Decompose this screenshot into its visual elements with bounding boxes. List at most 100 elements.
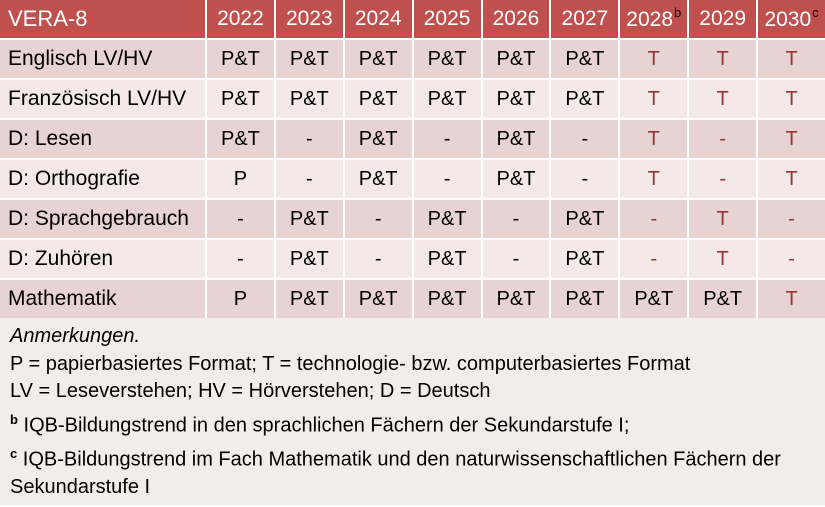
data-cell: P&T (275, 280, 343, 318)
year-header-cell: 2030c (758, 0, 825, 38)
note-line: b IQB-Bildungstrend in den sprachlichen … (10, 411, 630, 437)
header-label: 2023 (285, 7, 333, 30)
data-cell: P&T (551, 80, 619, 118)
data-cell: - (344, 240, 412, 278)
header-label: 2025 (423, 7, 471, 30)
year-header-cell: 2028b (620, 0, 688, 38)
data-cell: P&T (344, 280, 412, 318)
data-cell: - (551, 120, 619, 158)
data-cell: P&T (482, 160, 550, 198)
data-cell: P&T (551, 200, 619, 238)
data-cell: P&T (344, 120, 412, 158)
data-cell: P&T (275, 40, 343, 78)
footnote-marker: c (10, 445, 18, 461)
data-cell: - (482, 200, 550, 238)
data-cell: P&T (413, 240, 481, 278)
data-cell: T (620, 160, 688, 198)
data-cell: - (275, 160, 343, 198)
data-cell: P&T (482, 40, 550, 78)
data-cell: - (275, 120, 343, 158)
data-cell: P&T (413, 280, 481, 318)
header-label: 2030c (764, 4, 819, 31)
data-cell: - (413, 120, 481, 158)
data-cell: T (689, 200, 757, 238)
data-cell: T (758, 160, 825, 198)
data-cell: P (207, 280, 274, 318)
data-cell: - (689, 120, 757, 158)
data-cell: T (758, 120, 825, 158)
data-cell: P&T (344, 40, 412, 78)
data-cell: - (344, 200, 412, 238)
footnote-marker: c (812, 4, 819, 20)
data-cell: - (207, 240, 274, 278)
data-cell: T (620, 40, 688, 78)
row-label-cell: D: Zuhören (0, 240, 205, 278)
header-label: 2026 (492, 7, 540, 30)
data-cell: P (207, 160, 274, 198)
data-cell: P&T (344, 80, 412, 118)
vera8-schedule-table: VERA-8 2022 2023 2024 2025 2026 2027 2028b 2029 2… (0, 0, 825, 318)
data-cell: P&T (482, 120, 550, 158)
notes-title: Anmerkungen. (10, 325, 141, 347)
year-header-cell: 2024 (344, 0, 412, 38)
data-cell: T (620, 120, 688, 158)
notes-section: Anmerkungen. P = papierbasiertes Format;… (0, 318, 825, 505)
data-cell: P&T (482, 280, 550, 318)
row-label-cell: Englisch LV/HV (0, 40, 205, 78)
data-cell: P&T (413, 80, 481, 118)
data-cell: - (413, 160, 481, 198)
note-line: c IQB-Bildungstrend im Fach Mathematik u… (10, 445, 781, 498)
data-cell: P&T (413, 40, 481, 78)
data-cell: P&T (275, 80, 343, 118)
header-label: 2024 (354, 7, 402, 30)
data-cell: P&T (275, 200, 343, 238)
note-line: P = papierbasiertes Format; T = technolo… (10, 352, 691, 375)
data-cell: P&T (689, 280, 757, 318)
year-header-cell: 2023 (275, 0, 343, 38)
year-header-cell: 2026 (482, 0, 550, 38)
row-label-cell: D: Sprachgebrauch (0, 200, 205, 238)
data-cell: - (551, 160, 619, 198)
data-cell: - (620, 240, 688, 278)
row-label-cell: Französisch LV/HV (0, 80, 205, 118)
data-cell: P&T (551, 40, 619, 78)
notes-lines: P = papierbasiertes Format; T = technolo… (10, 351, 813, 502)
data-cell: P&T (551, 280, 619, 318)
row-label-cell: Mathematik (0, 280, 205, 318)
data-cell: P&T (207, 80, 274, 118)
note-line: LV = Leseverstehen; HV = Hörverstehen; D… (10, 380, 491, 402)
row-label-cell: D: Orthografie (0, 160, 205, 198)
year-header-cell: 2022 (207, 0, 274, 38)
data-cell: T (689, 40, 757, 78)
data-cell: P&T (482, 80, 550, 118)
data-cell: T (758, 80, 825, 118)
data-cell: T (689, 240, 757, 278)
data-cell: P&T (620, 280, 688, 318)
header-label: 2022 (217, 7, 264, 30)
table-title-cell: VERA-8 (0, 0, 205, 38)
data-cell: - (482, 240, 550, 278)
data-cell: P&T (275, 240, 343, 278)
data-cell: T (758, 40, 825, 78)
header-label: 2029 (699, 7, 747, 30)
header-label: 2028b (626, 4, 682, 31)
year-header-cell: 2027 (551, 0, 619, 38)
data-cell: P&T (551, 240, 619, 278)
data-cell: P&T (344, 160, 412, 198)
data-cell: T (689, 80, 757, 118)
year-header-cell: 2029 (689, 0, 757, 38)
footnote-marker: b (10, 411, 18, 427)
header-label: VERA-8 (8, 6, 88, 31)
data-cell: - (620, 200, 688, 238)
footnote-marker: b (674, 4, 682, 20)
data-cell: T (620, 80, 688, 118)
row-label-cell: D: Lesen (0, 120, 205, 158)
data-cell: - (689, 160, 757, 198)
data-cell: P&T (207, 120, 274, 158)
year-header-cell: 2025 (413, 0, 481, 38)
data-cell: - (758, 240, 825, 278)
data-cell: - (758, 200, 825, 238)
data-cell: - (207, 200, 274, 238)
data-cell: T (758, 280, 825, 318)
